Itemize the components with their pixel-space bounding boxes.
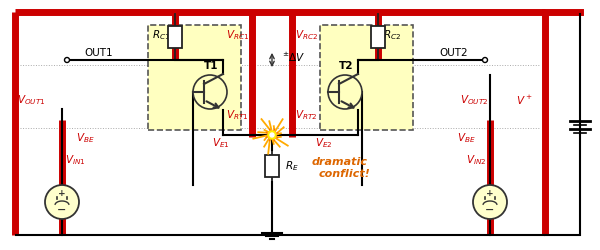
Circle shape — [482, 58, 487, 62]
Bar — [168, 26, 182, 48]
Text: $V_{IN1}$: $V_{IN1}$ — [65, 153, 86, 167]
Circle shape — [268, 131, 276, 139]
Text: −: − — [58, 205, 67, 215]
Text: $V_{E1}$: $V_{E1}$ — [212, 136, 230, 150]
Text: $V_{OUT2}$: $V_{OUT2}$ — [460, 93, 488, 107]
Text: −: − — [485, 205, 494, 215]
Text: +: + — [58, 190, 66, 198]
Text: $V_{RT2}$: $V_{RT2}$ — [295, 108, 317, 122]
Circle shape — [65, 58, 70, 62]
Text: dramatic: dramatic — [312, 157, 368, 167]
FancyBboxPatch shape — [148, 25, 241, 130]
Text: $V^+$: $V^+$ — [517, 94, 533, 106]
Bar — [371, 26, 385, 48]
Circle shape — [328, 75, 362, 109]
Bar — [265, 155, 279, 177]
Text: $V_{E2}$: $V_{E2}$ — [315, 136, 332, 150]
Text: $R_{C1}$: $R_{C1}$ — [152, 28, 170, 42]
Text: $V_{BE}$: $V_{BE}$ — [457, 131, 476, 145]
Circle shape — [270, 133, 274, 137]
Text: $V_{IN2}$: $V_{IN2}$ — [466, 153, 487, 167]
Circle shape — [45, 185, 79, 219]
Text: +: + — [486, 190, 494, 198]
Text: $V_{OUT1}$: $V_{OUT1}$ — [17, 93, 46, 107]
Circle shape — [193, 75, 227, 109]
Text: $V_{RT1}$: $V_{RT1}$ — [226, 108, 249, 122]
Text: $^{\pm}\Delta V$: $^{\pm}\Delta V$ — [282, 50, 305, 64]
Text: OUT2: OUT2 — [439, 48, 468, 58]
Text: T1: T1 — [204, 61, 218, 71]
Text: OUT1: OUT1 — [84, 48, 113, 58]
Circle shape — [473, 185, 507, 219]
FancyBboxPatch shape — [320, 25, 413, 130]
Text: $R_E$: $R_E$ — [285, 159, 299, 173]
Text: T2: T2 — [339, 61, 353, 71]
Text: $V_{BE}$: $V_{BE}$ — [76, 131, 95, 145]
Text: $R_{C2}$: $R_{C2}$ — [383, 28, 401, 42]
Text: conflict!: conflict! — [319, 169, 371, 179]
Text: $V_{RC1}$: $V_{RC1}$ — [226, 28, 249, 42]
Text: $V_{RC2}$: $V_{RC2}$ — [295, 28, 318, 42]
